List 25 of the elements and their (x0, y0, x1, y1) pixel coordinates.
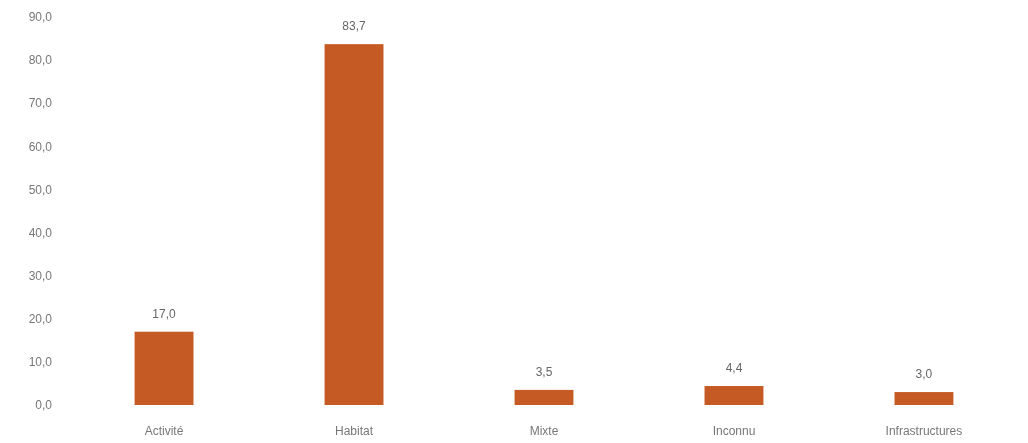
y-tick-label: 60,0 (28, 139, 53, 154)
y-tick-label: 20,0 (28, 311, 53, 326)
y-tick-label: 80,0 (28, 53, 53, 68)
y-tick-label: 30,0 (28, 268, 53, 283)
x-tick-label: Infrastructures (885, 424, 963, 438)
y-tick-label: 40,0 (28, 225, 53, 240)
y-tick-label: 10,0 (28, 355, 53, 370)
bar (704, 386, 764, 405)
y-tick-label: 90,0 (28, 10, 53, 25)
y-tick-label: 70,0 (28, 96, 53, 111)
y-tick-label: 0,0 (35, 398, 53, 413)
y-tick-label: 50,0 (28, 182, 53, 197)
x-tick-label: Habitat (335, 424, 374, 438)
data-label: 4,4 (725, 361, 743, 376)
bar (324, 44, 384, 405)
x-tick-label: Activité (144, 424, 184, 438)
x-tick-label: Inconnu (712, 424, 756, 438)
bar (514, 389, 574, 405)
bar (134, 331, 194, 405)
data-label: 3,0 (915, 367, 933, 382)
bar (894, 392, 954, 405)
x-tick-label: Mixte (529, 424, 559, 438)
data-label: 83,7 (342, 19, 367, 34)
data-label: 3,5 (535, 364, 553, 379)
data-label: 17,0 (152, 306, 177, 321)
